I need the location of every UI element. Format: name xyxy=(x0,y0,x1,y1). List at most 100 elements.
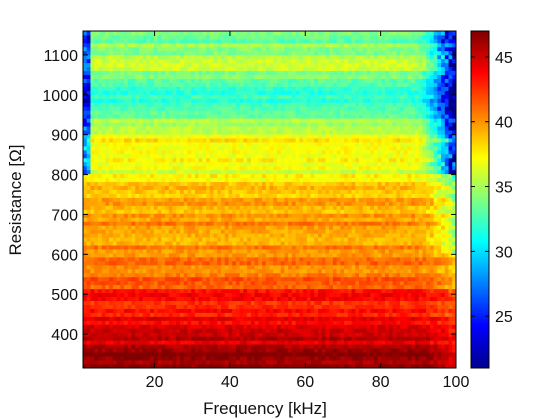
heatmap-cell xyxy=(221,332,225,336)
heatmap-cell xyxy=(411,309,415,313)
heatmap-cell xyxy=(389,241,393,245)
heatmap-cell xyxy=(355,241,359,245)
heatmap-cell xyxy=(243,198,247,202)
heatmap-cell xyxy=(169,225,173,229)
heatmap-cell xyxy=(262,340,266,344)
heatmap-cell xyxy=(143,265,147,269)
heatmap-cell xyxy=(120,348,124,352)
heatmap-cell xyxy=(359,190,363,194)
heatmap-cell xyxy=(202,194,206,198)
heatmap-cell xyxy=(415,352,419,356)
heatmap-cell xyxy=(195,217,199,221)
heatmap-cell xyxy=(169,297,173,301)
heatmap-cell xyxy=(434,316,438,320)
heatmap-cell xyxy=(419,194,423,198)
heatmap-cell xyxy=(232,233,236,237)
heatmap-cell xyxy=(404,297,408,301)
heatmap-cell xyxy=(113,194,117,198)
heatmap-cell xyxy=(393,194,397,198)
heatmap-cell xyxy=(277,201,281,205)
heatmap-cell xyxy=(187,277,191,281)
heatmap-cell xyxy=(292,312,296,316)
heatmap-cell xyxy=(344,209,348,213)
heatmap-cell xyxy=(359,186,363,190)
heatmap-cell xyxy=(307,297,311,301)
heatmap-cell xyxy=(161,198,165,202)
heatmap-cell xyxy=(393,186,397,190)
heatmap-cell xyxy=(359,253,363,257)
heatmap-cell xyxy=(117,289,121,293)
heatmap-cell xyxy=(255,225,259,229)
heatmap-cell xyxy=(87,336,91,340)
heatmap-cell xyxy=(419,277,423,281)
heatmap-cell xyxy=(311,320,315,324)
heatmap-cell xyxy=(258,245,262,249)
heatmap-cell xyxy=(94,213,98,217)
heatmap-cell xyxy=(113,348,117,352)
heatmap-cell xyxy=(199,348,203,352)
heatmap-cell xyxy=(411,320,415,324)
heatmap-cell xyxy=(378,360,382,364)
heatmap-cell xyxy=(94,309,98,313)
heatmap-cell xyxy=(419,312,423,316)
heatmap-cell xyxy=(240,324,244,328)
heatmap-cell xyxy=(180,273,184,277)
heatmap-cell xyxy=(217,336,221,340)
heatmap-cell xyxy=(120,190,124,194)
heatmap-cell xyxy=(374,309,378,313)
heatmap-cell xyxy=(415,312,419,316)
heatmap-cell xyxy=(393,174,397,178)
heatmap-cell xyxy=(337,360,341,364)
heatmap-cell xyxy=(314,273,318,277)
heatmap-cell xyxy=(288,285,292,289)
heatmap-cell xyxy=(228,281,232,285)
heatmap-cell xyxy=(352,289,356,293)
heatmap-cell xyxy=(146,198,150,202)
heatmap-cell xyxy=(94,316,98,320)
heatmap-cell xyxy=(94,320,98,324)
heatmap-cell xyxy=(195,352,199,356)
heatmap-cell xyxy=(385,340,389,344)
heatmap-cell xyxy=(389,205,393,209)
heatmap-cell xyxy=(292,217,296,221)
heatmap-cell xyxy=(98,213,102,217)
heatmap-cell xyxy=(120,257,124,261)
heatmap-cell xyxy=(348,316,352,320)
heatmap-cell xyxy=(389,301,393,305)
heatmap-cell xyxy=(437,289,441,293)
heatmap-cell xyxy=(318,201,322,205)
heatmap-cell xyxy=(187,201,191,205)
heatmap-cell xyxy=(154,261,158,265)
heatmap-cell xyxy=(158,245,162,249)
heatmap-cell xyxy=(139,273,143,277)
heatmap-cell xyxy=(225,170,229,174)
heatmap-cell xyxy=(363,205,367,209)
heatmap-cell xyxy=(161,320,165,324)
heatmap-cell xyxy=(385,320,389,324)
heatmap-cell xyxy=(408,269,412,273)
heatmap-cell xyxy=(404,328,408,332)
heatmap-cell xyxy=(426,340,430,344)
heatmap-cell xyxy=(243,257,247,261)
heatmap-cell xyxy=(165,340,169,344)
heatmap-cell xyxy=(184,344,188,348)
heatmap-cell xyxy=(389,182,393,186)
heatmap-cell xyxy=(243,305,247,309)
heatmap-cell xyxy=(180,174,184,178)
heatmap-cell xyxy=(303,237,307,241)
heatmap-cell xyxy=(187,221,191,225)
heatmap-cell xyxy=(158,269,162,273)
heatmap-cell xyxy=(284,320,288,324)
heatmap-cell xyxy=(366,190,370,194)
heatmap-cell xyxy=(232,273,236,277)
heatmap-cell xyxy=(348,205,352,209)
heatmap-cell xyxy=(94,217,98,221)
heatmap-cell xyxy=(352,253,356,257)
heatmap-cell xyxy=(366,348,370,352)
heatmap-cell xyxy=(292,233,296,237)
heatmap-cell xyxy=(113,186,117,190)
heatmap-cell xyxy=(202,281,206,285)
heatmap-cell xyxy=(94,261,98,265)
heatmap-cell xyxy=(225,261,229,265)
heatmap-cell xyxy=(366,205,370,209)
